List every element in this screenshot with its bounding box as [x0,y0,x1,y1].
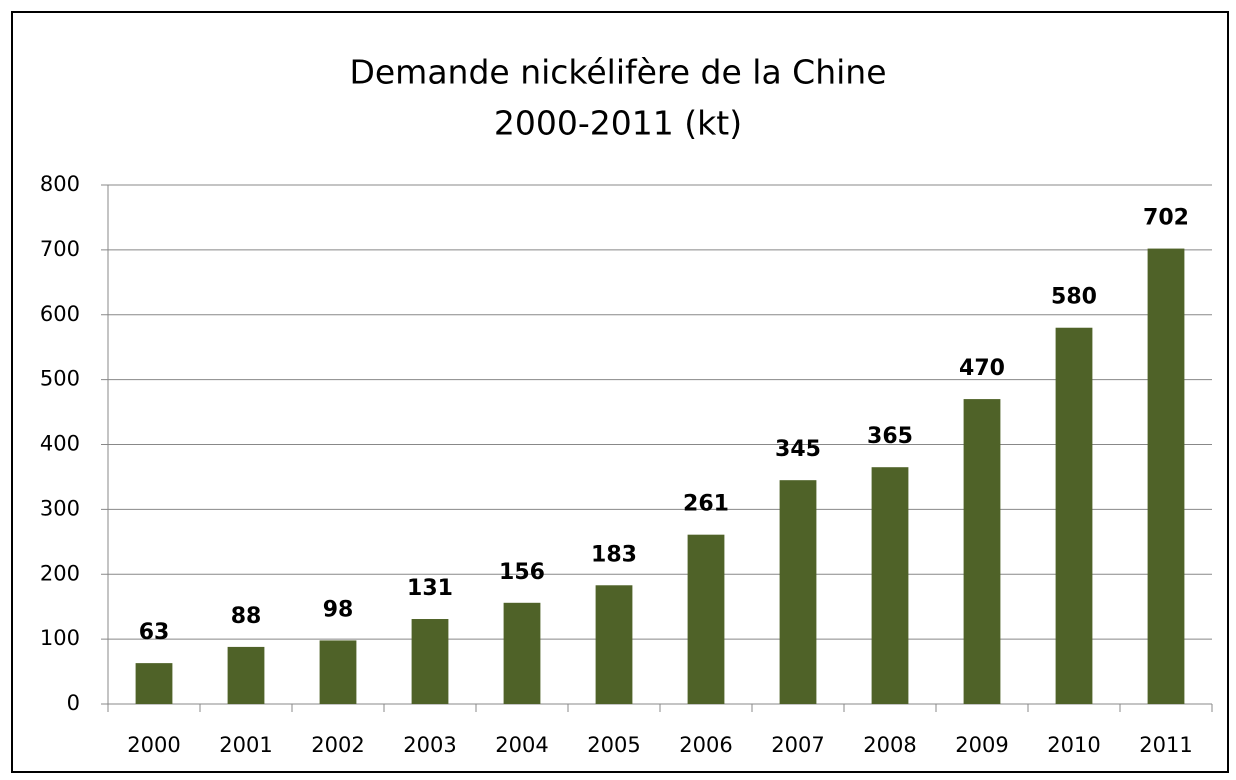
y-tick-label: 700 [40,237,80,261]
value-label: 88 [231,604,262,629]
value-label: 580 [1051,285,1097,310]
y-tick-label: 0 [67,691,80,715]
value-label: 365 [867,424,913,449]
value-label: 156 [499,560,545,585]
y-tick-label: 200 [40,561,80,585]
value-label: 63 [139,620,170,645]
bar [411,619,449,704]
y-tick-label: 100 [40,626,80,650]
value-label: 261 [683,492,729,517]
bar [1147,248,1185,704]
y-tick-label: 600 [40,302,80,326]
x-tick-label: 2000 [127,733,180,757]
value-label: 470 [959,356,1005,381]
x-tick-label: 2011 [1139,733,1192,757]
x-tick-label: 2006 [679,733,732,757]
bar [135,663,173,704]
x-tick-label: 2009 [955,733,1008,757]
y-tick-label: 800 [40,172,80,196]
bar [871,467,909,704]
bar [319,640,357,704]
value-label: 183 [591,542,637,567]
y-tick-label: 400 [40,432,80,456]
y-tick-label: 500 [40,367,80,391]
bar [503,602,541,704]
y-tick-label: 300 [40,496,80,520]
bar [779,480,817,704]
bar [687,534,725,704]
value-label: 702 [1143,206,1189,231]
bar [227,646,265,704]
x-tick-label: 2005 [587,733,640,757]
x-tick-label: 2001 [219,733,272,757]
value-label: 131 [407,576,453,601]
bar [595,585,633,704]
x-tick-label: 2010 [1047,733,1100,757]
x-tick-label: 2004 [495,733,548,757]
bar [963,399,1001,704]
bar [1055,327,1093,704]
value-label: 345 [775,437,821,462]
chart-title: Demande nickélifère de la Chine [349,53,886,92]
x-tick-label: 2002 [311,733,364,757]
x-tick-label: 2003 [403,733,456,757]
x-tick-label: 2007 [771,733,824,757]
x-tick-label: 2008 [863,733,916,757]
value-label: 98 [323,597,354,622]
chart-subtitle: 2000-2011 (kt) [494,104,742,143]
